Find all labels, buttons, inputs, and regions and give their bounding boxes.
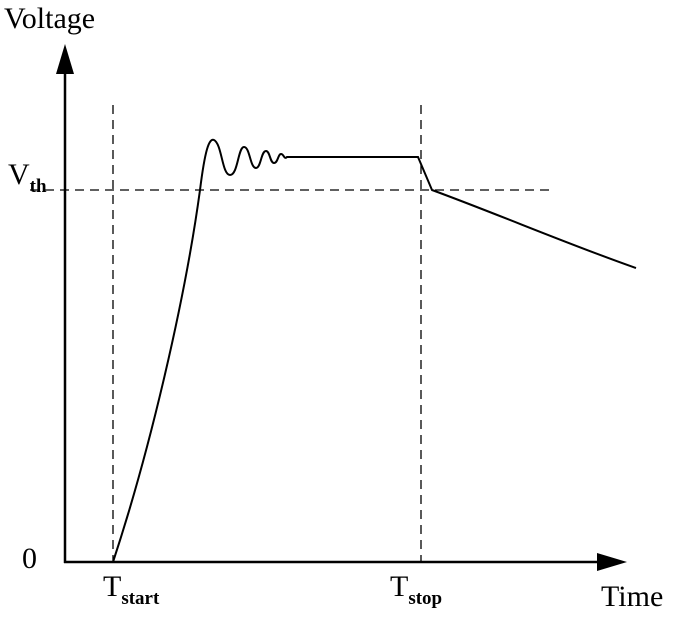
t-start-sub: start [121, 588, 160, 609]
t-stop-sub: stop [408, 588, 442, 609]
y-arrow [56, 44, 74, 74]
threshold-main: V [8, 158, 30, 191]
threshold-label: Vth [8, 158, 47, 197]
t-stop-main: T [390, 570, 408, 603]
y-axis-label: Voltage [4, 2, 95, 35]
x-axis-label: Time [601, 580, 663, 613]
t-stop-label: Tstop [390, 570, 442, 609]
threshold-sub: th [30, 176, 47, 197]
voltage-curve [112, 138, 637, 563]
origin-label: 0 [22, 542, 37, 575]
t-start-main: T [103, 570, 121, 603]
x-arrow [597, 553, 627, 571]
t-start-label: Tstart [103, 570, 160, 609]
